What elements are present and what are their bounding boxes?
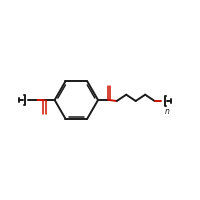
Text: n: n — [165, 107, 170, 116]
